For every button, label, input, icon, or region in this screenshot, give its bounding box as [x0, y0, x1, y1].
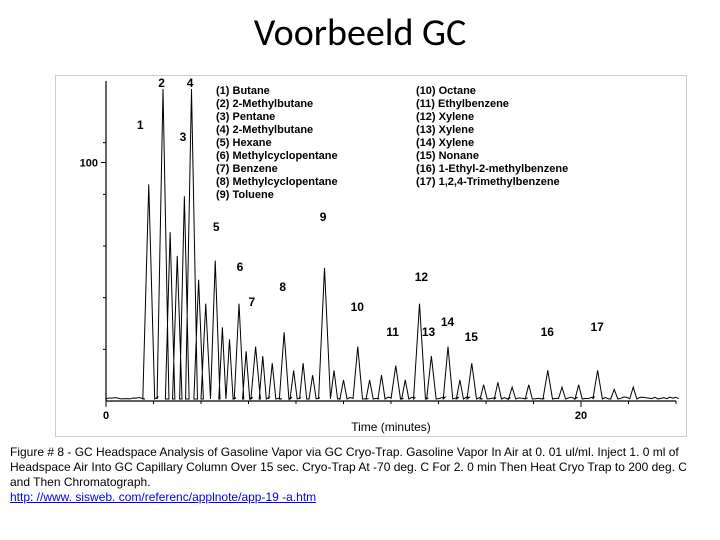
- chromatogram-chart: 100020Time (minutes)12345678910111213141…: [55, 75, 687, 437]
- svg-text:20: 20: [575, 410, 587, 422]
- svg-text:9: 9: [320, 210, 327, 224]
- svg-text:11: 11: [386, 325, 399, 339]
- svg-text:100: 100: [80, 158, 98, 170]
- svg-text:(3) Pentane: (3) Pentane: [216, 111, 275, 123]
- figure-caption: Figure # 8 - GC Headspace Analysis of Ga…: [10, 445, 710, 505]
- svg-text:2: 2: [158, 76, 165, 90]
- svg-text:0: 0: [103, 410, 109, 422]
- page-title: Voorbeeld GC: [0, 10, 720, 56]
- svg-text:(9) Toluene: (9) Toluene: [216, 189, 274, 201]
- svg-text:(11) Ethylbenzene: (11) Ethylbenzene: [416, 98, 509, 110]
- svg-text:13: 13: [422, 325, 436, 339]
- svg-text:4: 4: [187, 76, 194, 90]
- svg-text:Time (minutes): Time (minutes): [351, 420, 431, 434]
- svg-text:1: 1: [137, 118, 144, 132]
- source-link[interactable]: http: //www. sisweb. com/referenc/applno…: [10, 490, 316, 504]
- svg-text:(8) Methylcyclopentane: (8) Methylcyclopentane: [216, 176, 338, 188]
- svg-text:(6) Methylcyclopentane: (6) Methylcyclopentane: [216, 150, 338, 162]
- svg-text:15: 15: [465, 330, 479, 344]
- svg-text:(10) Octane: (10) Octane: [416, 85, 476, 97]
- svg-text:(2) 2-Methylbutane: (2) 2-Methylbutane: [216, 98, 313, 110]
- svg-text:(15) Nonane: (15) Nonane: [416, 150, 479, 162]
- svg-text:(17) 1,2,4-Trimethylbenzene: (17) 1,2,4-Trimethylbenzene: [416, 176, 560, 188]
- svg-text:3: 3: [180, 130, 187, 144]
- svg-text:10: 10: [351, 300, 365, 314]
- svg-text:(5) Hexane: (5) Hexane: [216, 137, 272, 149]
- svg-text:5: 5: [213, 220, 220, 234]
- svg-text:(13) Xylene: (13) Xylene: [416, 124, 474, 136]
- caption-text: Figure # 8 - GC Headspace Analysis of Ga…: [10, 445, 687, 489]
- svg-text:8: 8: [279, 280, 286, 294]
- svg-text:12: 12: [415, 270, 429, 284]
- svg-text:17: 17: [591, 320, 605, 334]
- svg-text:6: 6: [237, 260, 244, 274]
- svg-text:(7) Benzene: (7) Benzene: [216, 163, 278, 175]
- svg-text:(12) Xylene: (12) Xylene: [416, 111, 474, 123]
- slide: Voorbeeld GC 100020Time (minutes)1234567…: [0, 0, 720, 540]
- svg-text:16: 16: [541, 325, 555, 339]
- svg-text:(14) Xylene: (14) Xylene: [416, 137, 474, 149]
- svg-text:(4) 2-Methylbutane: (4) 2-Methylbutane: [216, 124, 313, 136]
- svg-text:7: 7: [249, 295, 256, 309]
- svg-text:(16) 1-Ethyl-2-methylbenzene: (16) 1-Ethyl-2-methylbenzene: [416, 163, 568, 175]
- svg-text:14: 14: [441, 315, 455, 329]
- svg-text:(1) Butane: (1) Butane: [216, 85, 270, 97]
